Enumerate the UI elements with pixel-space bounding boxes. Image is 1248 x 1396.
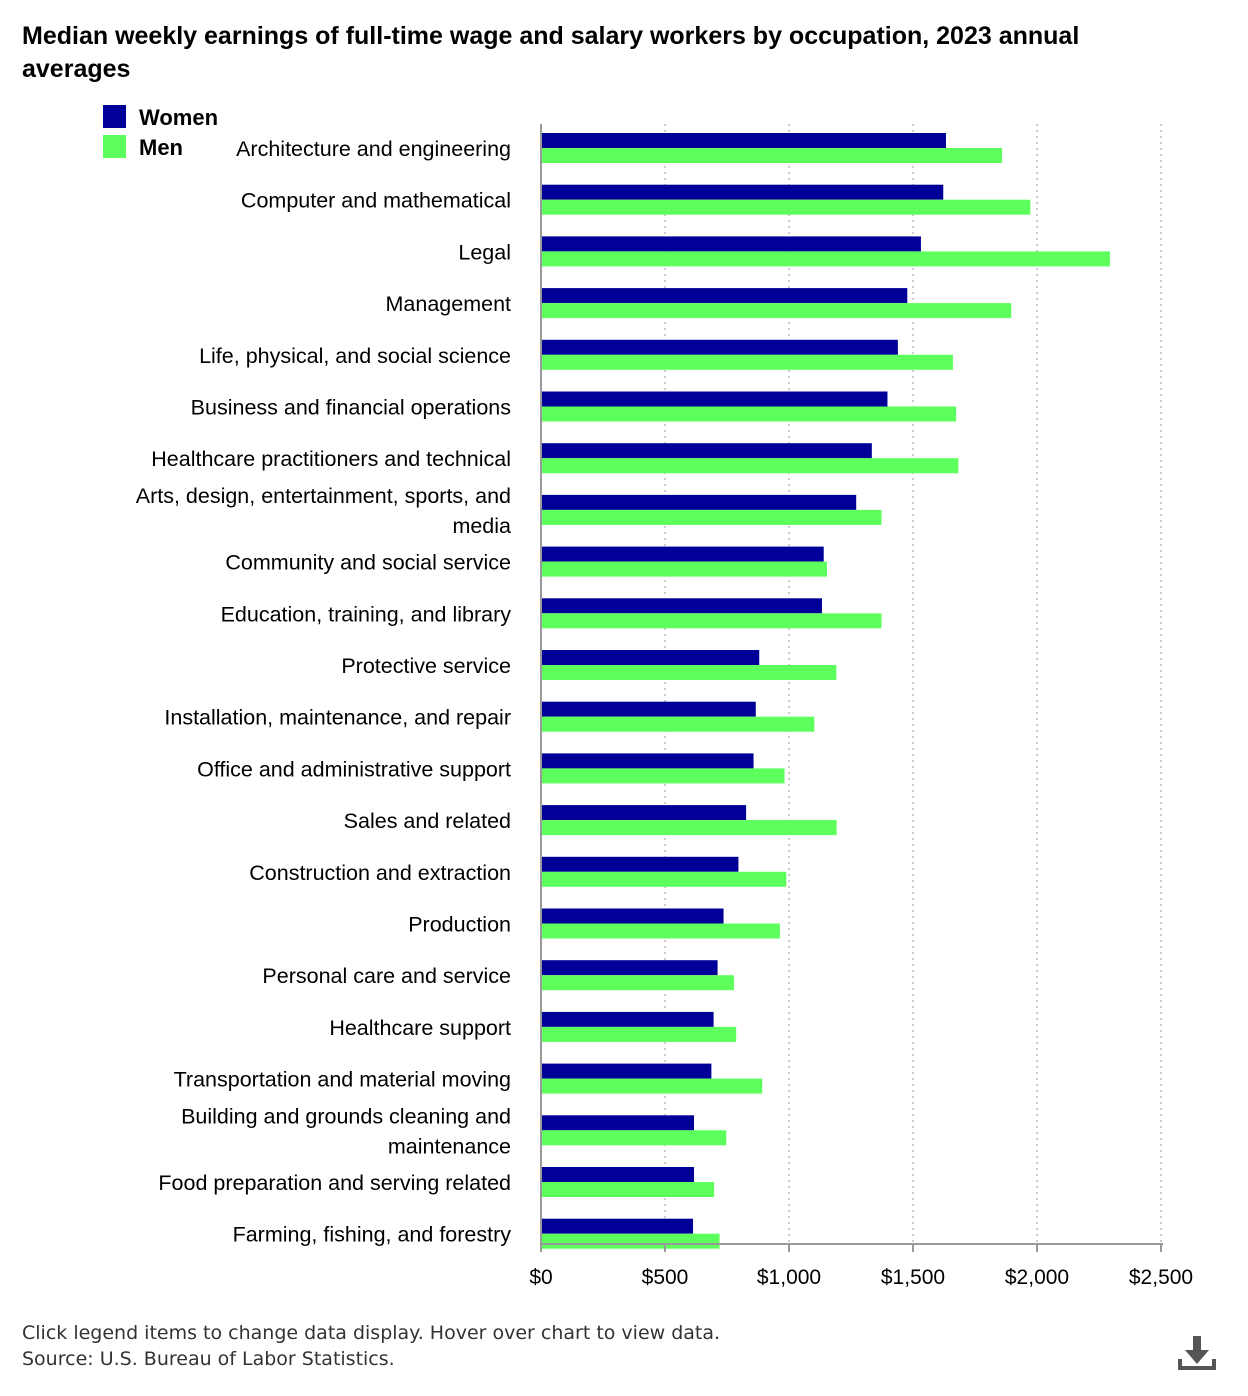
category-label: Building and grounds cleaning and: [181, 1104, 511, 1128]
footer: Click legend items to change data displa…: [22, 1320, 720, 1372]
bar-men[interactable]: [541, 1130, 727, 1146]
category-label: Legal: [458, 240, 511, 264]
bar-women[interactable]: [541, 1115, 695, 1131]
bar-women[interactable]: [541, 236, 921, 252]
bar-women[interactable]: [541, 753, 754, 769]
legend-item-men[interactable]: Men: [103, 135, 183, 160]
category-label: Computer and mathematical: [241, 189, 511, 213]
bar-women[interactable]: [541, 494, 857, 510]
download-icon[interactable]: [1174, 1332, 1220, 1378]
category-label: Construction and extraction: [249, 861, 511, 885]
category-label: Healthcare support: [329, 1016, 511, 1040]
footer-source: Source: U.S. Bureau of Labor Statistics.: [22, 1348, 395, 1370]
bar-women[interactable]: [541, 960, 718, 976]
bar-women[interactable]: [541, 339, 898, 355]
bar-women[interactable]: [541, 701, 756, 717]
chart[interactable]: Women Men Architecture and engineering Com…: [0, 0, 1248, 1300]
category-label: Production: [408, 913, 511, 937]
x-tick-label: $2,000: [1005, 1266, 1069, 1289]
bar-women[interactable]: [541, 1063, 712, 1079]
bar-men[interactable]: [541, 1233, 720, 1249]
bar-men[interactable]: [541, 561, 827, 577]
legend-swatch: [103, 135, 126, 158]
bar-men[interactable]: [541, 406, 957, 422]
bar-men[interactable]: [541, 768, 785, 784]
x-tick-labels: $0 $500 $1,000 $1,500 $2,000 $2,500: [529, 1266, 1193, 1289]
axes: [540, 124, 1163, 1252]
category-label: Community and social service: [225, 551, 511, 575]
bar-men[interactable]: [541, 665, 837, 680]
x-tick-label: $0: [529, 1266, 552, 1289]
category-label: Architecture and engineering: [236, 137, 511, 161]
x-tick-label: $2,500: [1129, 1266, 1193, 1289]
bar-women[interactable]: [541, 805, 747, 821]
legend-swatch: [103, 105, 126, 128]
x-tick-label: $500: [642, 1266, 689, 1289]
bar-women[interactable]: [541, 856, 739, 872]
legend-label: Men: [139, 135, 183, 160]
bar-men[interactable]: [541, 199, 1031, 215]
category-label: Education, training, and library: [221, 602, 512, 626]
bar-women[interactable]: [541, 598, 822, 614]
legend-item-women[interactable]: Women: [103, 105, 218, 130]
category-label: Management: [386, 292, 512, 316]
bar-women[interactable]: [541, 184, 944, 200]
legend-label: Women: [139, 105, 218, 130]
bar-men[interactable]: [541, 354, 953, 370]
category-label: Personal care and service: [262, 964, 511, 988]
bar-men[interactable]: [541, 1078, 763, 1094]
category-label: Sales and related: [344, 809, 511, 833]
bar-women[interactable]: [541, 391, 888, 407]
bar-men[interactable]: [541, 1182, 715, 1197]
bar-men[interactable]: [541, 458, 959, 474]
category-label: Food preparation and serving related: [158, 1171, 511, 1195]
legend: Women Men: [103, 105, 218, 160]
bar-men[interactable]: [541, 509, 882, 525]
bar-women[interactable]: [541, 443, 872, 459]
category-label: Arts, design, entertainment, sports, and: [136, 484, 511, 508]
category-label: Transportation and material moving: [174, 1068, 511, 1092]
bar-women[interactable]: [541, 288, 908, 304]
bar-women[interactable]: [541, 1011, 714, 1027]
bar-men[interactable]: [541, 716, 815, 732]
category-label: Healthcare practitioners and technical: [151, 447, 511, 471]
bar-women[interactable]: [541, 546, 824, 562]
bar-men[interactable]: [541, 820, 837, 836]
category-label: Protective service: [341, 654, 511, 678]
bar-men[interactable]: [541, 148, 1003, 163]
category-label: Business and financial operations: [191, 396, 511, 420]
category-label: media: [452, 514, 511, 538]
bars: [541, 133, 1110, 1249]
x-tick-label: $1,500: [881, 1266, 945, 1289]
category-label: Farming, fishing, and forestry: [233, 1223, 512, 1247]
category-label: Office and administrative support: [197, 757, 511, 781]
bar-women[interactable]: [541, 908, 724, 924]
footer-hint: Click legend items to change data displa…: [22, 1322, 721, 1344]
bar-men[interactable]: [541, 303, 1012, 319]
category-labels: Architecture and engineering Computer and…: [136, 137, 512, 1247]
category-label: Installation, maintenance, and repair: [164, 706, 511, 730]
bar-women[interactable]: [541, 1167, 695, 1182]
bar-men[interactable]: [541, 251, 1110, 267]
category-label: Life, physical, and social science: [199, 344, 511, 368]
bar-men[interactable]: [541, 1026, 737, 1042]
bar-men[interactable]: [541, 613, 882, 629]
chart-title: Median weekly earnings of full-time wage…: [22, 22, 1080, 83]
bar-men[interactable]: [541, 871, 787, 887]
bar-men[interactable]: [541, 923, 780, 939]
bar-men[interactable]: [541, 975, 734, 991]
x-tick-label: $1,000: [757, 1266, 821, 1289]
category-label: maintenance: [388, 1134, 511, 1158]
bar-women[interactable]: [541, 1218, 694, 1234]
bar-women[interactable]: [541, 133, 946, 148]
bar-women[interactable]: [541, 650, 760, 665]
